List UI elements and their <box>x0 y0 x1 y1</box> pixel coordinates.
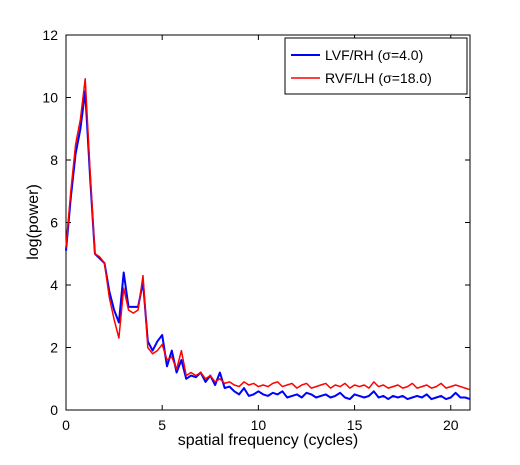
x-axis-ticks: 0 5 10 15 20 <box>62 35 459 433</box>
legend-label-rvf-lh: RVF/LH (σ=18.0) <box>325 70 432 86</box>
series-layer <box>65 78 471 401</box>
series-line-rvf-lh <box>65 78 471 391</box>
x-tick-label: 10 <box>251 417 267 433</box>
y-tick-label: 4 <box>50 277 58 293</box>
y-tick-label: 8 <box>50 152 58 168</box>
y-tick-label: 0 <box>50 402 58 418</box>
y-axis-title: log(power) <box>25 184 42 260</box>
plot-area <box>65 34 471 411</box>
y-axis-ticks: 0 2 4 6 8 10 12 <box>42 27 470 418</box>
x-axis-title: spatial frequency (cycles) <box>178 432 359 449</box>
x-tick-label: 0 <box>62 417 70 433</box>
x-tick-label: 15 <box>347 417 363 433</box>
y-tick-label: 10 <box>42 90 58 106</box>
x-tick-label: 20 <box>443 417 459 433</box>
legend: LVF/RH (σ=4.0) RVF/LH (σ=18.0) <box>284 37 468 95</box>
legend-box <box>284 37 468 95</box>
y-tick-label: 6 <box>50 215 58 231</box>
x-tick-label: 5 <box>158 417 166 433</box>
y-tick-label: 2 <box>50 340 58 356</box>
legend-label-lvf-rh: LVF/RH (σ=4.0) <box>325 47 423 63</box>
y-tick-label: 12 <box>42 27 58 43</box>
series-line-lvf-rh <box>65 90 471 401</box>
